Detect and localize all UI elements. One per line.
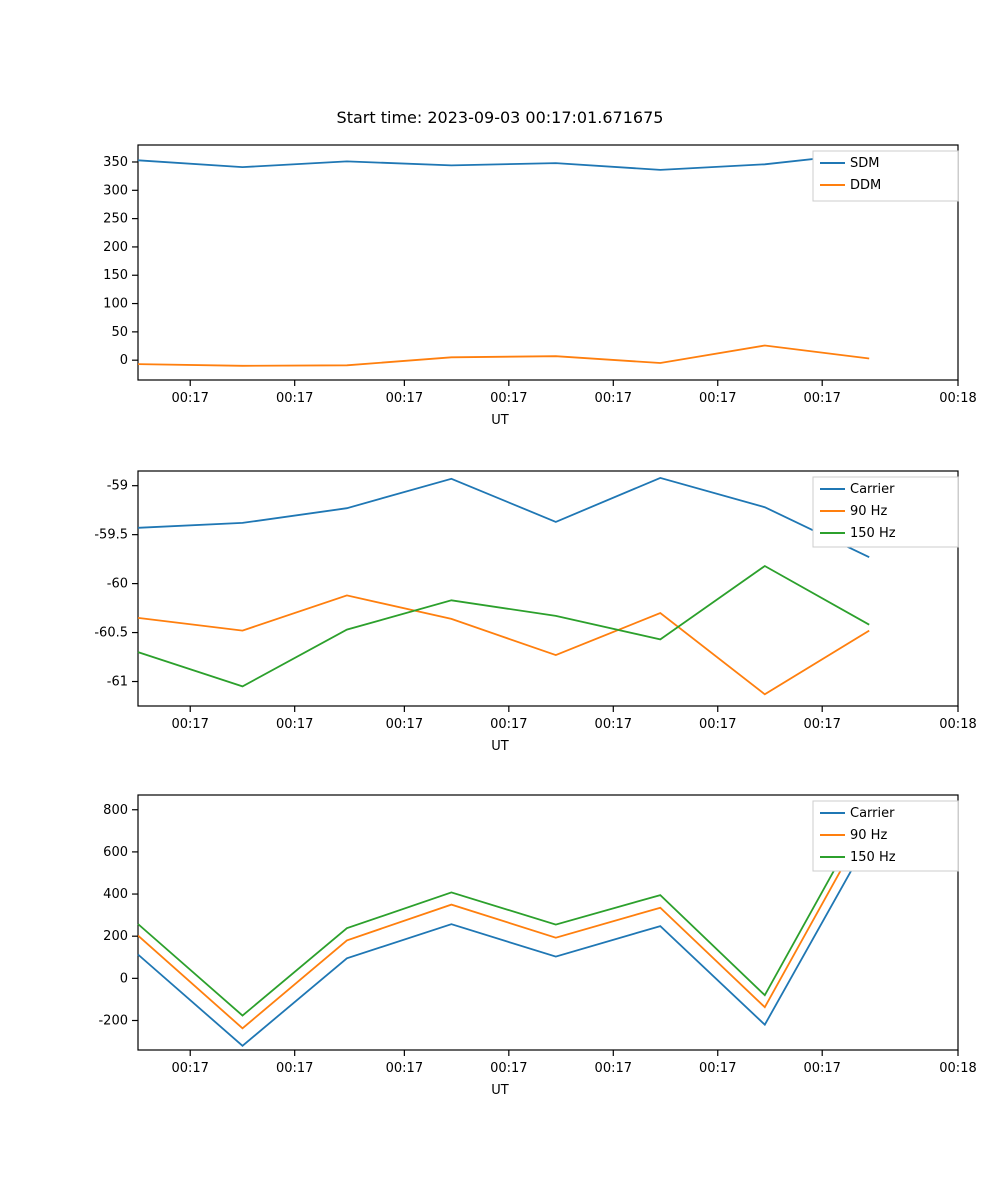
svg-text:Carrier: Carrier [850,806,895,821]
line-series-carrier[interactable] [138,478,869,557]
line-series-ddm[interactable] [138,346,869,366]
xtick-label: 00:17 [386,1061,423,1076]
subplot-ratio: SDM DDM 00:17 00:17 00:17 00:17 00:17 00:17 00… [0,143,1000,423]
ratio-chart-svg: SDM DDM 00:17 00:17 00:17 00:17 00:17 00:17 00… [0,143,1000,423]
freq-legend[interactable]: Carrier 90 Hz 150 Hz [813,801,958,871]
xtick-label: 00:17 [595,717,632,732]
subplot-frequency: Carrier 90 Hz 150 Hz 00:17 00:17 00:17 00:1… [0,793,1000,1093]
ratio-legend[interactable]: SDM DDM [813,151,958,201]
power-chart-svg: Carrier 90 Hz 150 Hz 00:17 00:17 00:17 00:1… [0,469,1000,749]
chart-title: Start time: 2023-09-03 00:17:01.671675 [0,108,1000,127]
line-series-90-hz[interactable] [138,819,869,1028]
svg-text:150 Hz: 150 Hz [850,526,896,541]
ratio-data-lines [138,153,869,366]
ytick-label: 0 [120,971,128,986]
ytick-label: 50 [111,325,128,340]
xtick-label: 00:17 [276,391,313,406]
power-xlabel: UT [0,739,1000,754]
figure-container: Start time: 2023-09-03 00:17:01.671675 S… [0,0,1000,1200]
svg-text:Carrier: Carrier [850,482,895,497]
xtick-label: 00:18 [939,1061,976,1076]
subplot-power: Carrier 90 Hz 150 Hz 00:17 00:17 00:17 00:1… [0,469,1000,749]
line-series-150-hz[interactable] [138,807,869,1015]
ytick-label: -59.5 [94,528,128,543]
xtick-label: 00:18 [939,717,976,732]
frequency-data-lines [138,807,869,1046]
ytick-label: 150 [103,268,128,283]
ytick-label: 250 [103,212,128,227]
xtick-label: 00:17 [490,1061,527,1076]
svg-text:90 Hz: 90 Hz [850,828,887,843]
ytick-label: -59 [107,479,128,494]
xtick-label: 00:17 [171,1061,208,1076]
xtick-label: 00:17 [276,717,313,732]
xtick-label: 00:17 [490,717,527,732]
ytick-label: -61 [107,675,128,690]
ytick-label: 100 [103,297,128,312]
ytick-label: -200 [98,1013,128,1028]
ytick-label: 0 [120,353,128,368]
svg-text:150 Hz: 150 Hz [850,850,896,865]
xtick-label: 00:17 [171,717,208,732]
xtick-label: 00:17 [595,1061,632,1076]
xtick-label: 00:17 [803,717,840,732]
xtick-label: 00:17 [803,391,840,406]
ytick-label: -60.5 [94,626,128,641]
ratio-xticks: 00:17 00:17 00:17 00:17 00:17 00:17 00:17 00:18 [171,380,976,406]
xtick-label: 00:17 [699,1061,736,1076]
power-legend[interactable]: Carrier 90 Hz 150 Hz [813,477,958,547]
ytick-label: 800 [103,803,128,818]
xtick-label: 00:17 [386,391,423,406]
line-series-90-hz[interactable] [138,595,869,694]
xtick-label: 00:17 [171,391,208,406]
svg-text:SDM: SDM [850,156,879,171]
ytick-label: 350 [103,155,128,170]
ratio-xlabel: UT [0,413,1000,428]
svg-text:90 Hz: 90 Hz [850,504,887,519]
ytick-label: 600 [103,845,128,860]
xtick-label: 00:18 [939,391,976,406]
power-data-lines [138,478,869,694]
xtick-label: 00:17 [595,391,632,406]
frequency-chart-svg: Carrier 90 Hz 150 Hz 00:17 00:17 00:17 00:1… [0,793,1000,1093]
power-xticks: 00:17 00:17 00:17 00:17 00:17 00:17 00:17 00:18 [171,706,976,732]
line-series-carrier[interactable] [138,839,869,1046]
ytick-label: 400 [103,887,128,902]
xtick-label: 00:17 [699,391,736,406]
xtick-label: 00:17 [276,1061,313,1076]
xtick-label: 00:17 [803,1061,840,1076]
line-series-sdm[interactable] [138,153,869,170]
line-series-150-hz[interactable] [138,566,869,686]
ytick-label: -60 [107,577,128,592]
xtick-label: 00:17 [699,717,736,732]
xtick-label: 00:17 [386,717,423,732]
freq-xlabel: UT [0,1083,1000,1098]
freq-xticks: 00:17 00:17 00:17 00:17 00:17 00:17 00:17 00:18 [171,1050,976,1076]
ytick-label: 200 [103,240,128,255]
ytick-label: 300 [103,183,128,198]
ytick-label: 200 [103,929,128,944]
svg-text:DDM: DDM [850,178,881,193]
xtick-label: 00:17 [490,391,527,406]
